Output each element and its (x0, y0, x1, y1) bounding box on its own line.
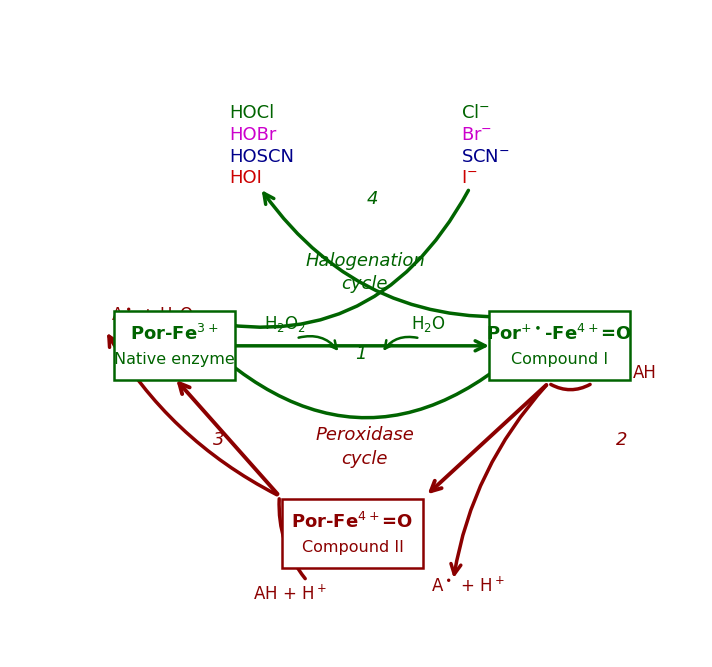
Text: Por-Fe$^{3+}$: Por-Fe$^{3+}$ (130, 324, 219, 344)
FancyArrowPatch shape (451, 385, 547, 574)
Text: I$^{-}$: I$^{-}$ (461, 169, 478, 187)
FancyBboxPatch shape (282, 499, 423, 568)
Text: 1: 1 (355, 345, 367, 363)
Text: Cl$^{-}$: Cl$^{-}$ (461, 105, 491, 123)
Text: A$^\bullet$ + H$_2$O: A$^\bullet$ + H$_2$O (111, 305, 194, 325)
Text: 2: 2 (616, 431, 627, 448)
FancyArrowPatch shape (431, 385, 546, 491)
Text: H$_2$O$_2$: H$_2$O$_2$ (264, 314, 306, 334)
Text: Br$^{-}$: Br$^{-}$ (461, 126, 493, 144)
Text: Native enzyme: Native enzyme (114, 352, 235, 368)
Text: A$^\bullet$ + H$^+$: A$^\bullet$ + H$^+$ (431, 576, 505, 596)
Text: HOCl: HOCl (230, 105, 275, 123)
Text: HOSCN: HOSCN (230, 147, 295, 165)
Text: H$_2$O: H$_2$O (411, 314, 446, 334)
Text: SCN$^{-}$: SCN$^{-}$ (461, 147, 511, 165)
FancyArrowPatch shape (384, 337, 417, 349)
FancyArrowPatch shape (109, 336, 277, 495)
Text: 3: 3 (213, 431, 224, 448)
Text: HOBr: HOBr (230, 126, 277, 144)
FancyBboxPatch shape (114, 311, 235, 380)
Text: Peroxidase
cycle: Peroxidase cycle (315, 426, 414, 468)
FancyArrowPatch shape (551, 384, 590, 390)
FancyArrowPatch shape (181, 190, 468, 327)
FancyArrowPatch shape (279, 499, 305, 579)
Text: Por-Fe$^{4+}$=O: Por-Fe$^{4+}$=O (291, 512, 414, 532)
FancyArrowPatch shape (298, 336, 337, 349)
Text: Compound II: Compound II (302, 540, 404, 555)
FancyArrowPatch shape (179, 384, 278, 494)
Text: 4: 4 (366, 190, 378, 208)
Text: Halogenation
cycle: Halogenation cycle (305, 252, 425, 293)
Text: AH + H$^+$: AH + H$^+$ (253, 584, 328, 603)
Text: Por$^{+\bullet}$-Fe$^{4+}$=O: Por$^{+\bullet}$-Fe$^{4+}$=O (486, 324, 632, 344)
FancyBboxPatch shape (489, 311, 629, 380)
FancyArrowPatch shape (235, 341, 485, 351)
FancyArrowPatch shape (264, 193, 543, 317)
Text: HOI: HOI (230, 169, 263, 187)
Text: Compound I: Compound I (511, 352, 608, 368)
Text: AH: AH (632, 364, 656, 382)
FancyArrowPatch shape (179, 313, 557, 418)
